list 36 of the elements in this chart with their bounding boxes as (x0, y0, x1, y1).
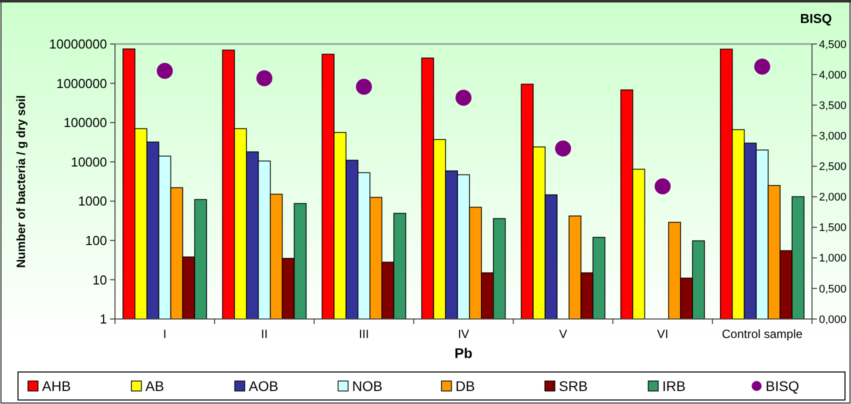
x-tick-label: I (163, 327, 166, 341)
legend-label: AHB (42, 378, 71, 394)
x-tick-label: II (261, 327, 268, 341)
legend-label: AB (145, 378, 164, 394)
legend-label: DB (456, 378, 475, 394)
y-tick-label: 1 (100, 312, 107, 327)
y-tick-label: 100 (85, 232, 107, 248)
y2-tick-label: 3,500 (819, 100, 847, 112)
x-axis-title: Pb (454, 345, 472, 361)
y2-axis-title: BISQ (800, 11, 832, 26)
y2-tick-label: 1,000 (819, 252, 847, 265)
y2-tick-label: 3,000 (819, 130, 847, 143)
legend-label: AOB (248, 378, 278, 394)
legend-label: SRB (558, 378, 588, 394)
y-tick-label: 10000000 (49, 36, 107, 52)
y2-tick-label: 4,000 (819, 69, 847, 82)
y2-tick-label: 2,500 (819, 161, 847, 174)
x-tick-label: VI (656, 327, 668, 341)
x-tick-label: IV (458, 327, 470, 341)
legend-label: NOB (352, 378, 382, 394)
x-tick-label: III (358, 327, 369, 341)
legend-label: BISQ (766, 378, 800, 394)
legend-label: IRB (662, 378, 686, 394)
x-tick-label: Control sample (722, 327, 803, 341)
x-tick-label: V (559, 327, 568, 341)
y2-tick-label: 2,000 (819, 192, 847, 204)
y-tick-label: 10 (92, 272, 107, 288)
y-axis-title: Number of bacteria / g dry soil (14, 95, 28, 268)
y-tick-label: 1000 (78, 194, 107, 209)
y2-tick-label: 1,500 (819, 222, 847, 234)
y2-tick-label: 0,000 (819, 314, 847, 326)
y2-tick-label: 0,500 (819, 283, 847, 296)
y-tick-label: 100000 (64, 115, 107, 130)
y2-tick-label: 4,500 (819, 38, 847, 51)
y-tick-label: 10000 (70, 154, 107, 170)
y-tick-label: 1000000 (56, 76, 107, 91)
